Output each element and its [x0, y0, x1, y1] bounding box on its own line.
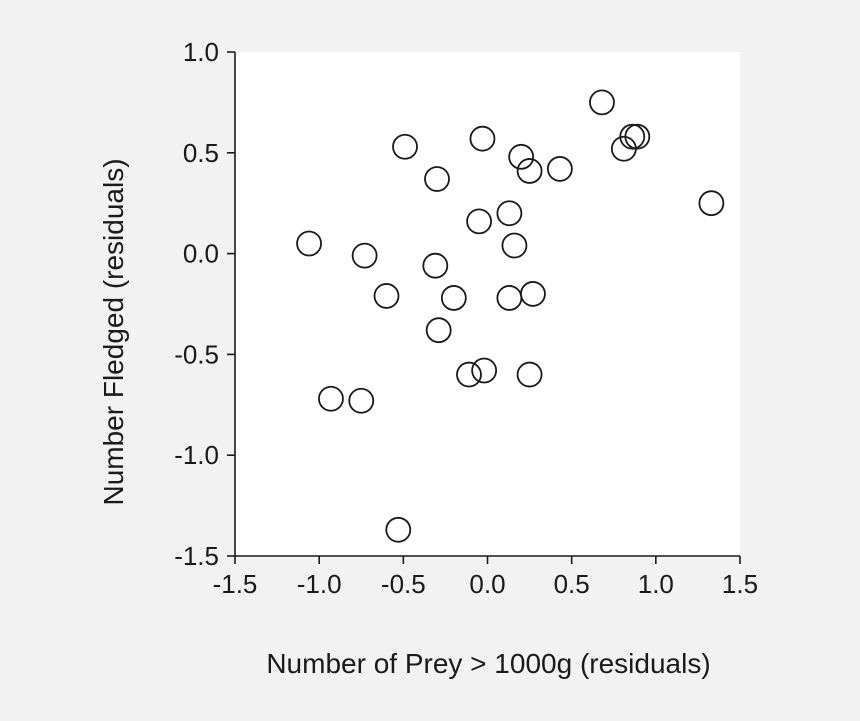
y-tick-label: 0.5 — [183, 138, 219, 168]
data-point — [546, 156, 573, 182]
data-point — [385, 516, 412, 543]
data-point — [471, 357, 498, 384]
data-point — [589, 89, 615, 116]
y-tick-label: -1.5 — [174, 541, 219, 571]
data-point — [501, 232, 528, 259]
data-point — [508, 143, 535, 170]
plot-area — [235, 52, 740, 556]
y-tick-label: -0.5 — [174, 339, 219, 369]
x-tick-label: 0.0 — [469, 569, 505, 599]
data-point — [296, 230, 322, 257]
x-tick-label: -1.5 — [213, 569, 258, 599]
data-point — [619, 123, 646, 150]
data-point — [516, 158, 543, 184]
data-point — [318, 385, 344, 412]
x-tick-label: 1.5 — [722, 569, 758, 599]
y-tick-label: -1.0 — [174, 440, 219, 470]
x-tick-label: 0.5 — [554, 569, 590, 599]
data-points — [296, 89, 725, 543]
y-axis-title: Number Fledged (residuals) — [98, 158, 129, 505]
data-point — [351, 242, 378, 269]
x-axis-ticks: -1.5 -1.0 -0.5 0.0 0.5 1.0 1.5 — [213, 556, 758, 599]
data-point — [373, 283, 400, 309]
data-point — [422, 252, 449, 279]
data-point — [456, 361, 482, 388]
x-axis-title: Number of Prey > 1000g (residuals) — [266, 648, 710, 679]
data-point — [425, 317, 452, 344]
axes: -1.5 -1.0 -0.5 0.0 0.5 1.0 1.5 -1.5 -1.0 -0.5 0.0… — [174, 37, 758, 599]
x-tick-label: -0.5 — [381, 569, 426, 599]
x-tick-label: -1.0 — [297, 569, 342, 599]
y-tick-label: 0.0 — [183, 239, 219, 269]
y-axis-ticks: -1.5 -1.0 -0.5 0.0 0.5 1.0 — [174, 37, 235, 571]
data-point — [516, 361, 543, 388]
data-point — [466, 208, 492, 235]
data-point — [520, 281, 546, 307]
data-point — [392, 133, 418, 160]
data-point — [469, 125, 496, 152]
data-point — [440, 285, 467, 311]
data-point — [624, 123, 651, 150]
data-point — [424, 166, 450, 192]
data-point — [348, 387, 375, 414]
y-tick-label: 1.0 — [183, 37, 219, 67]
data-point — [496, 200, 523, 227]
x-tick-label: 1.0 — [638, 569, 674, 599]
data-point — [698, 190, 725, 217]
